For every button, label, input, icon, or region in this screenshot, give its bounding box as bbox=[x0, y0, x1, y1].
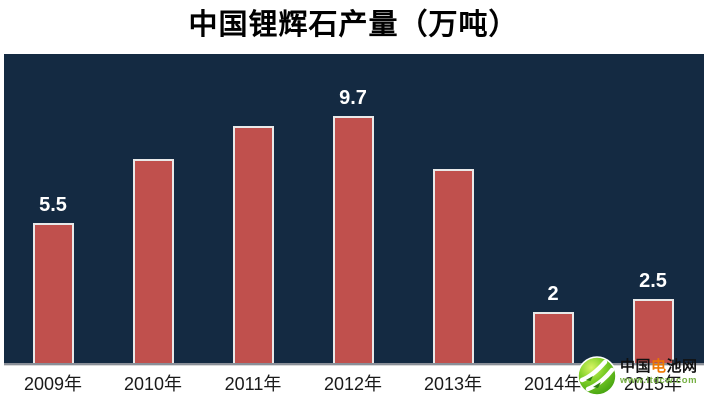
bar-2010年 bbox=[133, 159, 174, 363]
bar-2009年 bbox=[33, 223, 74, 363]
bar-2011年 bbox=[233, 126, 274, 363]
brand-prefix: 中国 bbox=[620, 358, 652, 375]
bar-2014年 bbox=[533, 312, 574, 363]
bar-2013年 bbox=[433, 169, 474, 363]
watermark-url-text: www.itdcw.com bbox=[620, 375, 698, 386]
bar-value-label: 5.5 bbox=[39, 194, 67, 216]
brand-suffix: 池网 bbox=[666, 358, 698, 375]
bar-2015年 bbox=[633, 299, 674, 363]
bar-2012年 bbox=[333, 116, 374, 363]
green-globe-swoosh-icon bbox=[577, 356, 617, 396]
x-axis-label: 2013年 bbox=[423, 374, 483, 394]
x-axis-label: 2011年 bbox=[224, 374, 282, 394]
x-axis-label: 2010年 bbox=[123, 374, 183, 394]
chart-title: 中国锂辉石产量（万吨） bbox=[188, 7, 519, 41]
watermark-brand-text: 中国电池网 bbox=[620, 359, 698, 374]
brand-highlight: 电 bbox=[651, 358, 667, 375]
bar-value-label: 2.5 bbox=[639, 270, 667, 292]
site-watermark: 中国电池网 www.itdcw.com bbox=[577, 356, 698, 396]
bar-value-label: 2 bbox=[547, 283, 559, 305]
bar-value-label: 9.7 bbox=[339, 87, 367, 109]
plot-area: 5.5 9.7 2 2.5 bbox=[4, 54, 704, 365]
x-axis-label: 2009年 bbox=[23, 374, 83, 394]
x-axis-label: 2012年 bbox=[323, 374, 383, 394]
